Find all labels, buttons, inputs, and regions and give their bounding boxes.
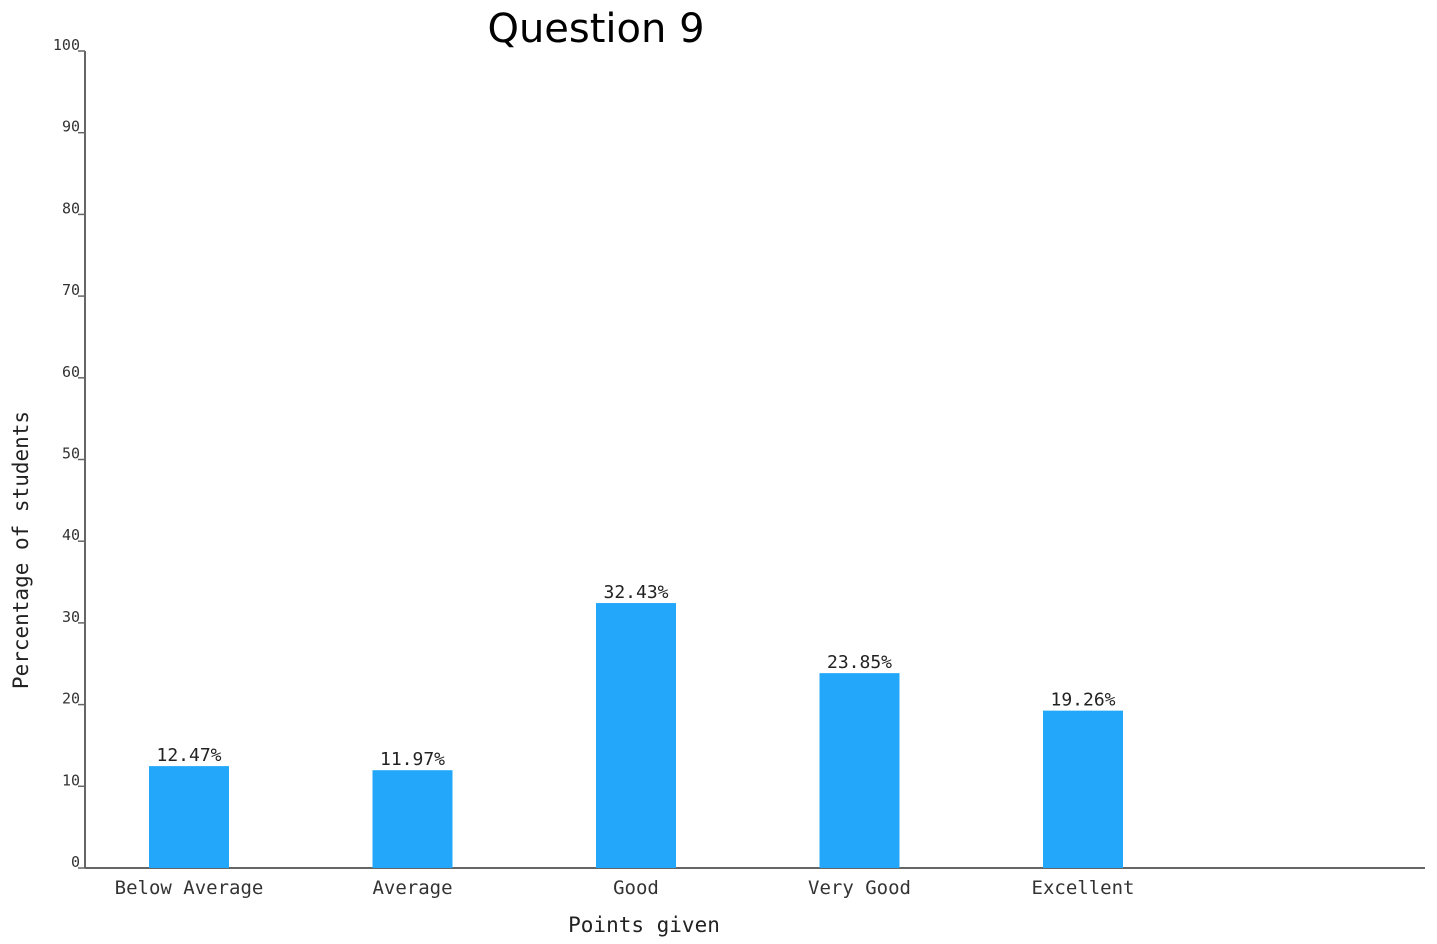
x-axis: Below Average Average Good Very Good Excelle… bbox=[85, 867, 1425, 899]
x-tick-label: Good bbox=[613, 877, 659, 899]
x-tick-label: Average bbox=[372, 877, 452, 899]
x-tick-label: Excellent bbox=[1032, 877, 1135, 899]
bar-very-good bbox=[819, 673, 900, 868]
y-tick-label: 60 bbox=[62, 363, 80, 381]
bar-value-label: 11.97% bbox=[380, 749, 445, 770]
bar-below-average bbox=[149, 766, 229, 868]
y-tick-label: 0 bbox=[71, 853, 80, 871]
x-tick-label: Below Average bbox=[115, 877, 264, 899]
x-axis-title: Points given bbox=[568, 913, 720, 937]
chart-title: Question 9 bbox=[487, 6, 704, 52]
bar-excellent bbox=[1043, 710, 1123, 868]
bar-value-label: 23.85% bbox=[827, 652, 892, 673]
bars: 12.47% 11.97% 32.43% 23.85% 19.26% bbox=[149, 582, 1123, 868]
y-tick-label: 70 bbox=[62, 281, 80, 299]
y-tick-label: 90 bbox=[62, 118, 80, 136]
bar-good bbox=[596, 603, 676, 868]
bar-value-label: 12.47% bbox=[156, 745, 221, 766]
y-tick-label: 30 bbox=[62, 608, 80, 626]
y-tick-label: 10 bbox=[62, 771, 80, 789]
y-tick-label: 50 bbox=[62, 445, 80, 463]
y-tick-label: 40 bbox=[62, 526, 80, 544]
y-tick-label: 20 bbox=[62, 690, 80, 708]
bar-value-label: 32.43% bbox=[603, 582, 668, 603]
y-tick-label: 100 bbox=[53, 36, 80, 54]
bar-value-label: 19.26% bbox=[1050, 690, 1115, 711]
x-tick-label: Very Good bbox=[808, 877, 911, 899]
y-axis-title: Percentage of students bbox=[9, 411, 33, 689]
y-axis: 0 10 20 30 40 50 60 70 80 90 100 bbox=[53, 36, 86, 871]
y-tick-label: 80 bbox=[62, 199, 80, 217]
bar-average bbox=[372, 770, 453, 868]
